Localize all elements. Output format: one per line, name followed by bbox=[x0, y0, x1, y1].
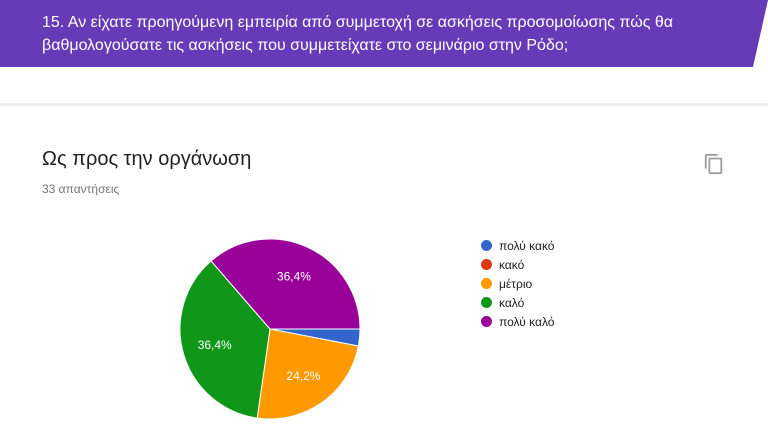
legend-label: πολύ καλό bbox=[499, 314, 555, 329]
legend-item-κακό[interactable]: κακό bbox=[481, 255, 554, 274]
pie-slice-μέτριο[interactable] bbox=[256, 328, 359, 420]
pie-slice-πολύ-καλό[interactable] bbox=[210, 238, 361, 330]
legend-item-μέτριο[interactable]: μέτριο bbox=[481, 274, 554, 293]
section-divider bbox=[0, 103, 768, 106]
legend-label: πολύ κακό bbox=[499, 238, 555, 253]
pie-label-πολύ-καλό: 36,4% bbox=[277, 270, 311, 284]
legend-swatch bbox=[481, 297, 492, 308]
legend-item-καλό[interactable]: καλό bbox=[481, 293, 554, 312]
legend-swatch bbox=[481, 278, 492, 289]
pie-label-μέτριο: 24,2% bbox=[286, 369, 320, 383]
legend-item-πολύ-κακό[interactable]: πολύ κακό bbox=[481, 236, 554, 255]
chart-legend: πολύ κακό κακό μέτριο καλό πολύ καλό bbox=[481, 236, 554, 331]
legend-swatch bbox=[481, 259, 492, 270]
question-text: 15. Αν είχατε προηγούμενη εμπειρία από σ… bbox=[42, 14, 673, 54]
legend-swatch bbox=[481, 240, 492, 251]
pie-slice-καλό[interactable] bbox=[179, 260, 271, 419]
question-banner bbox=[0, 0, 768, 67]
legend-label: μέτριο bbox=[499, 276, 533, 291]
legend-swatch bbox=[481, 316, 492, 327]
response-count: 33 απαντήσεις bbox=[42, 182, 120, 196]
legend-item-πολύ-καλό[interactable]: πολύ καλό bbox=[481, 312, 554, 331]
legend-label: κακό bbox=[499, 257, 525, 272]
legend-label: καλό bbox=[499, 295, 525, 310]
pie-label-καλό: 36,4% bbox=[198, 338, 232, 352]
chart-title: Ως προς την οργάνωση bbox=[42, 148, 252, 170]
copy-icon[interactable] bbox=[703, 153, 725, 175]
